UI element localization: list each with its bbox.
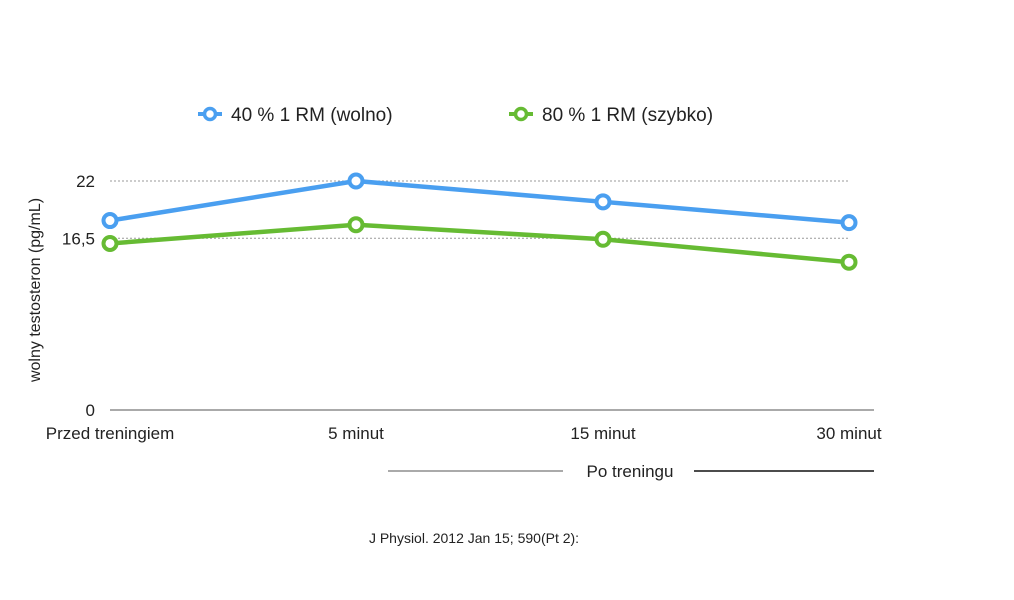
series-2 (101, 216, 858, 271)
y-axis: 0 16,5 22 (62, 172, 95, 420)
x-tick-label: Przed treningiem (46, 424, 175, 443)
x-tick-label: 30 minut (816, 424, 881, 443)
legend-item: 40 % 1 RM (wolno) (198, 105, 393, 126)
data-point (594, 230, 612, 248)
group-bracket: Po treningu (388, 462, 874, 481)
y-axis-title: wolny testosteron (pg/mL) (27, 198, 44, 383)
legend-item: 80 % 1 RM (szybko) (509, 105, 713, 126)
x-axis: Przed treningiem 5 minut 15 minut 30 minut (46, 409, 882, 443)
x-tick-label: 15 minut (570, 424, 635, 443)
y-tick-label: 0 (86, 401, 95, 420)
series-line (107, 222, 852, 265)
legend-label: 40 % 1 RM (wolno) (231, 105, 393, 126)
data-point (101, 212, 119, 230)
group-label: Po treningu (587, 462, 674, 481)
series-1 (101, 172, 858, 232)
data-point (347, 172, 365, 190)
x-tick-label: 5 minut (328, 424, 384, 443)
legend: 40 % 1 RM (wolno) 80 % 1 RM (szybko) (198, 105, 713, 126)
legend-swatch-marker (513, 106, 529, 122)
data-point (840, 214, 858, 232)
y-tick-label: 16,5 (62, 229, 95, 248)
data-point (101, 234, 119, 252)
gridlines (110, 180, 849, 239)
data-point (594, 193, 612, 211)
series-layer (101, 172, 858, 271)
data-point (347, 216, 365, 234)
y-tick-label: 22 (76, 172, 95, 191)
source-citation: J Physiol. 2012 Jan 15; 590(Pt 2): (369, 530, 579, 546)
series-line (107, 178, 852, 225)
legend-label: 80 % 1 RM (szybko) (542, 105, 713, 126)
data-point (840, 253, 858, 271)
legend-swatch-marker (202, 106, 218, 122)
